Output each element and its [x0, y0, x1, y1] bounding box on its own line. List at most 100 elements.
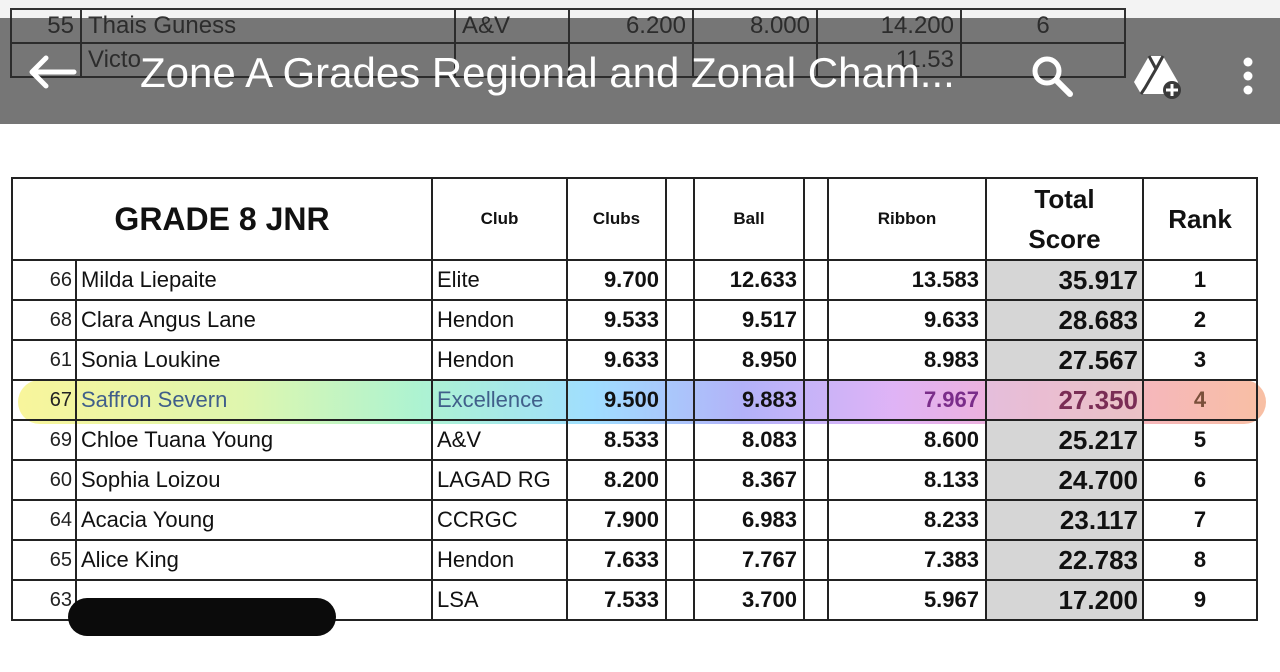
club-name: CCRGC: [431, 499, 568, 541]
rank: 3: [1142, 339, 1258, 381]
back-arrow-icon[interactable]: [26, 54, 78, 90]
rank: 8: [1142, 539, 1258, 581]
clubs-score: 9.500: [566, 379, 667, 421]
ball-score: 8.083: [693, 419, 805, 461]
competitor-name: Alice King: [75, 539, 433, 581]
search-icon[interactable]: [1028, 52, 1076, 100]
table-row: 69 Chloe Tuana Young A&V 8.533 8.083 8.600 25.…: [11, 419, 1258, 461]
header-total-line1: Total: [1034, 184, 1095, 214]
spacer-cell: [803, 579, 829, 621]
ribbon-score: 9.633: [827, 299, 987, 341]
redaction-mark: [68, 598, 336, 636]
spacer-cell: [665, 459, 695, 501]
spacer-cell: [803, 259, 829, 301]
ribbon-score: 8.133: [827, 459, 987, 501]
spacer-cell: [665, 299, 695, 341]
spacer-cell: [803, 459, 829, 501]
total-score: 25.217: [985, 419, 1144, 461]
total-score: 27.350: [985, 379, 1144, 421]
ball-score: 9.517: [693, 299, 805, 341]
spacer-cell: [803, 177, 829, 261]
total-score: 24.700: [985, 459, 1144, 501]
ball-score: 9.883: [693, 379, 805, 421]
spacer-cell: [665, 539, 695, 581]
clubs-score: 7.900: [566, 499, 667, 541]
row-index: 64: [11, 499, 77, 541]
header-club: Club: [431, 177, 568, 261]
row-index: 63: [11, 579, 77, 621]
table-row: 65 Alice King Hendon 7.633 7.767 7.383 22.783 8: [11, 539, 1258, 581]
ribbon-score: 8.600: [827, 419, 987, 461]
rank: 4: [1142, 379, 1258, 421]
ribbon-score: 8.983: [827, 339, 987, 381]
spacer-cell: [665, 379, 695, 421]
row-index: 60: [11, 459, 77, 501]
competitor-name: Chloe Tuana Young: [75, 419, 433, 461]
more-vert-icon[interactable]: [1228, 52, 1268, 100]
club-name: Elite: [431, 259, 568, 301]
table-row: 64 Acacia Young CCRGC 7.900 6.983 8.233 23.117…: [11, 499, 1258, 541]
rank: 9: [1142, 579, 1258, 621]
grade-title: GRADE 8 JNR: [11, 177, 433, 261]
ball-score: 8.950: [693, 339, 805, 381]
club-name: Hendon: [431, 299, 568, 341]
competitor-name: Milda Liepaite: [75, 259, 433, 301]
clubs-score: 9.633: [566, 339, 667, 381]
competitor-name: Clara Angus Lane: [75, 299, 433, 341]
row-index: 67: [11, 379, 77, 421]
spacer-cell: [803, 419, 829, 461]
table-row: 63 LSA 7.533 3.700 5.967 17.200 9: [11, 579, 1258, 621]
spacer-cell: [803, 539, 829, 581]
row-index: 69: [11, 419, 77, 461]
ribbon-score: 7.967: [827, 379, 987, 421]
total-score: 23.117: [985, 499, 1144, 541]
row-index: 66: [11, 259, 77, 301]
competitor-name: Sonia Loukine: [75, 339, 433, 381]
clubs-score: 9.533: [566, 299, 667, 341]
total-score: 22.783: [985, 539, 1144, 581]
clubs-score: 9.700: [566, 259, 667, 301]
header-ribbon: Ribbon: [827, 177, 987, 261]
ball-score: 3.700: [693, 579, 805, 621]
app-toolbar: Zone A Grades Regional and Zonal Cham...: [0, 18, 1280, 124]
header-rank: Rank: [1142, 177, 1258, 261]
club-name: LAGAD RG: [431, 459, 568, 501]
competitor-name: Sophia Loizou: [75, 459, 433, 501]
clubs-score: 8.200: [566, 459, 667, 501]
table-row: 67 Saffron Severn Excellence 9.500 9.883 7.96…: [11, 379, 1258, 421]
ribbon-score: 5.967: [827, 579, 987, 621]
clubs-score: 8.533: [566, 419, 667, 461]
document-title: Zone A Grades Regional and Zonal Cham...: [140, 49, 955, 96]
competitor-name: Saffron Severn: [75, 379, 433, 421]
header-ball: Ball: [693, 177, 805, 261]
club-name: LSA: [431, 579, 568, 621]
table-row: 68 Clara Angus Lane Hendon 9.533 9.517 9.633 2…: [11, 299, 1258, 341]
ball-score: 7.767: [693, 539, 805, 581]
spacer-cell: [803, 299, 829, 341]
total-score: 17.200: [985, 579, 1144, 621]
spacer-cell: [665, 177, 695, 261]
rank: 6: [1142, 459, 1258, 501]
clubs-score: 7.533: [566, 579, 667, 621]
ribbon-score: 7.383: [827, 539, 987, 581]
spacer-cell: [665, 339, 695, 381]
spacer-cell: [803, 499, 829, 541]
table-row: 66 Milda Liepaite Elite 9.700 12.633 13.583 35…: [11, 259, 1258, 301]
club-name: A&V: [431, 419, 568, 461]
rank: 2: [1142, 299, 1258, 341]
rank: 1: [1142, 259, 1258, 301]
rank: 5: [1142, 419, 1258, 461]
spacer-cell: [665, 579, 695, 621]
spacer-cell: [665, 259, 695, 301]
ribbon-score: 13.583: [827, 259, 987, 301]
table-row: 60 Sophia Loizou LAGAD RG 8.200 8.367 8.133 24…: [11, 459, 1258, 501]
spacer-cell: [665, 499, 695, 541]
competitor-name: Acacia Young: [75, 499, 433, 541]
table-row: 61 Sonia Loukine Hendon 9.633 8.950 8.983 27.5…: [11, 339, 1258, 381]
ball-score: 8.367: [693, 459, 805, 501]
header-total-score: Total Score: [985, 177, 1144, 261]
results-table: GRADE 8 JNR Club Clubs Ball Ribbon Total…: [11, 177, 1258, 621]
ribbon-score: 8.233: [827, 499, 987, 541]
total-score: 27.567: [985, 339, 1144, 381]
drive-add-icon[interactable]: [1132, 52, 1181, 100]
